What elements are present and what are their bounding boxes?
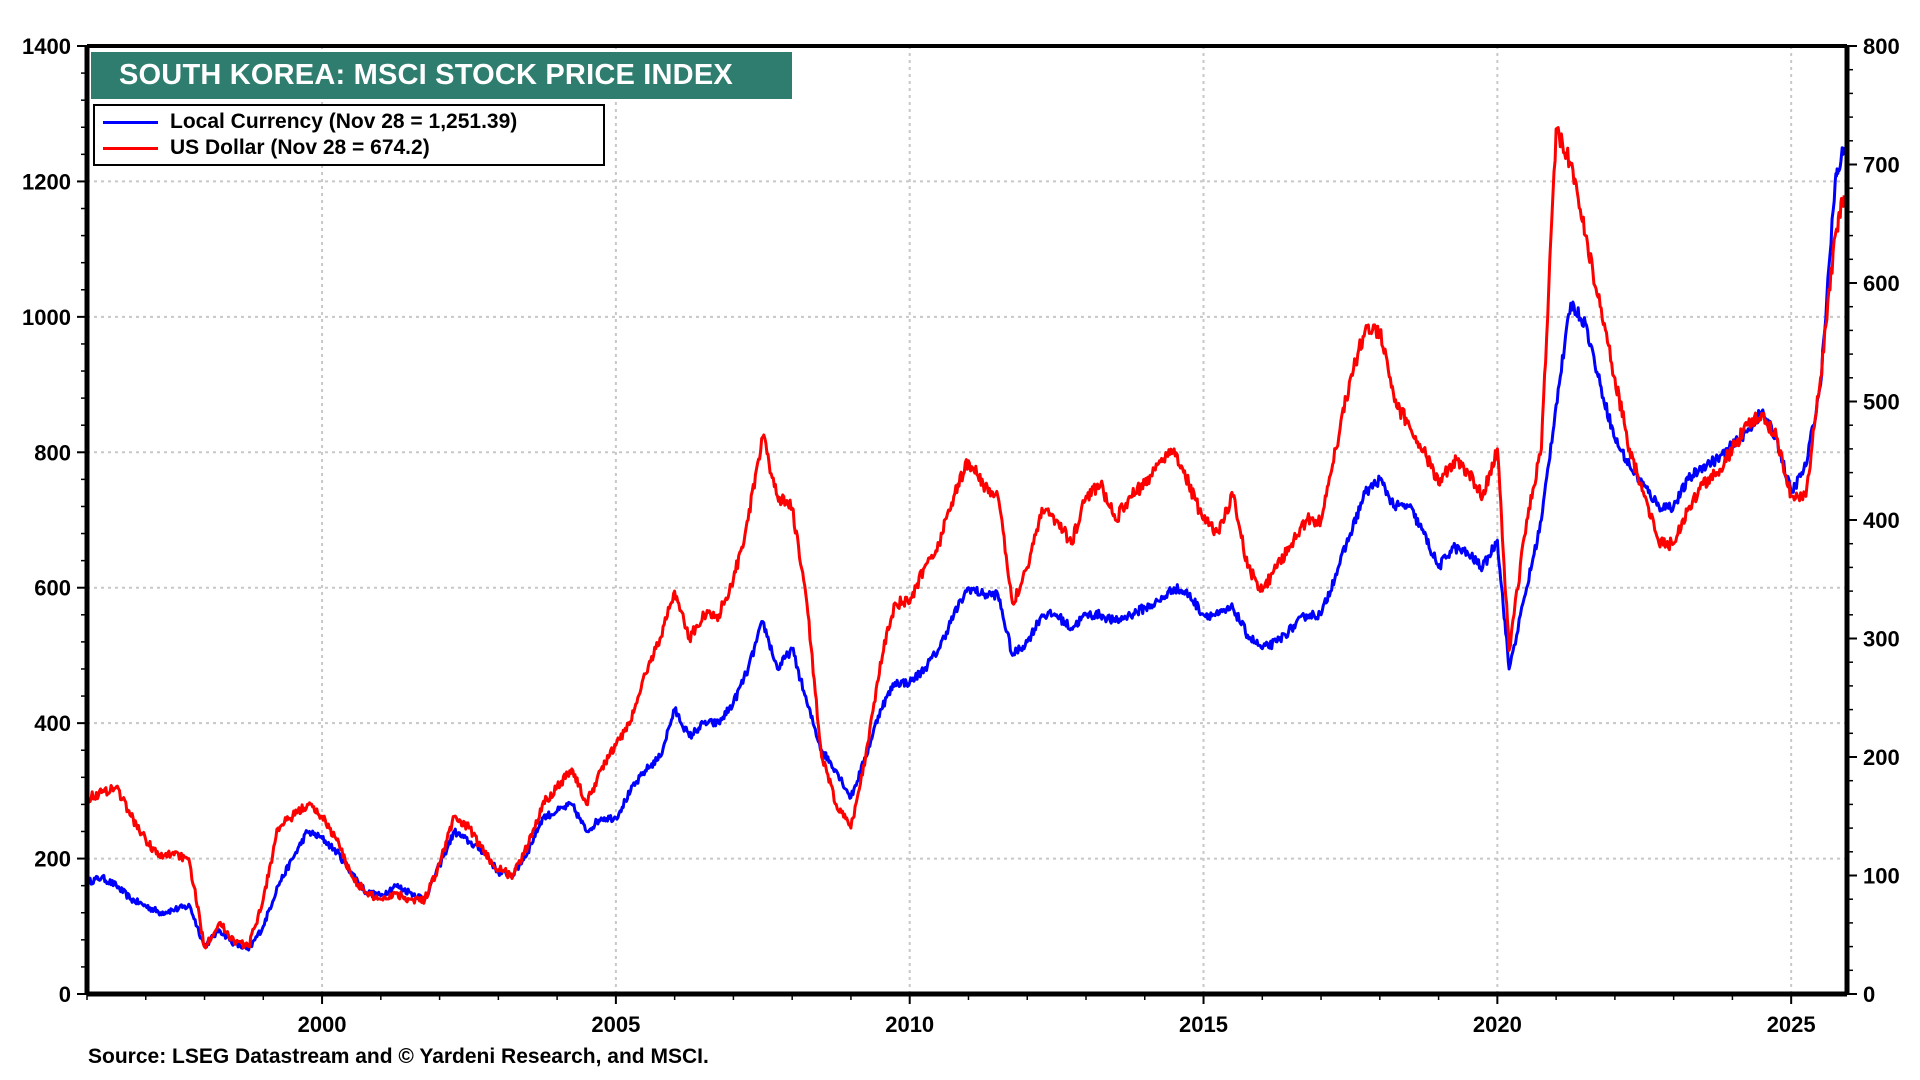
- left-axis: 0 200 400 600 800 1000 1200 1400: [22, 34, 87, 1007]
- left-tick-label: 800: [34, 440, 71, 465]
- series-layer: [85, 126, 1846, 952]
- right-tick-label: 0: [1863, 982, 1875, 1007]
- right-axis: 0 100 200 300 400 500 600 700 800: [1847, 34, 1900, 1007]
- x-tick-label: 2015: [1179, 1012, 1228, 1037]
- right-tick-label: 200: [1863, 745, 1900, 770]
- x-tick-label: 2010: [885, 1012, 934, 1037]
- left-tick-label: 200: [34, 847, 71, 872]
- legend: Local Currency (Nov 28 = 1,251.39) US Do…: [93, 104, 605, 166]
- left-tick-label: 1200: [22, 169, 71, 194]
- right-tick-label: 500: [1863, 390, 1900, 415]
- left-tick-label: 0: [59, 982, 71, 1007]
- x-axis: 2000 2005 2010 2015 2020 2025: [86, 994, 1816, 1037]
- legend-item-us-dollar: US Dollar (Nov 28 = 674.2): [103, 135, 430, 161]
- right-tick-label: 600: [1863, 271, 1900, 296]
- series-line-local-currency: [85, 146, 1846, 952]
- left-tick-label: 1000: [22, 305, 71, 330]
- series-line-us-dollar: [85, 126, 1846, 950]
- gridlines: [87, 46, 1847, 994]
- x-tick-label: 2020: [1473, 1012, 1522, 1037]
- x-tick-label: 2025: [1767, 1012, 1816, 1037]
- right-tick-label: 700: [1863, 153, 1900, 178]
- chart-title: SOUTH KOREA: MSCI STOCK PRICE INDEX: [91, 52, 792, 99]
- left-tick-label: 600: [34, 576, 71, 601]
- left-tick-label: 1400: [22, 34, 71, 59]
- right-tick-label: 300: [1863, 627, 1900, 652]
- right-tick-label: 100: [1863, 864, 1900, 889]
- source-note: Source: LSEG Datastream and © Yardeni Re…: [88, 1045, 709, 1068]
- legend-swatch-blue: [103, 120, 158, 124]
- legend-label-us-dollar: US Dollar (Nov 28 = 674.2): [170, 136, 430, 159]
- left-tick-label: 400: [34, 711, 71, 736]
- legend-label-local-currency: Local Currency (Nov 28 = 1,251.39): [170, 110, 518, 133]
- legend-item-local-currency: Local Currency (Nov 28 = 1,251.39): [103, 109, 517, 135]
- legend-swatch-red: [103, 146, 158, 150]
- axes: [84, 44, 1850, 997]
- right-tick-label: 800: [1863, 34, 1900, 59]
- right-tick-label: 400: [1863, 508, 1900, 533]
- x-tick-label: 2005: [591, 1012, 640, 1037]
- x-tick-label: 2000: [298, 1012, 347, 1037]
